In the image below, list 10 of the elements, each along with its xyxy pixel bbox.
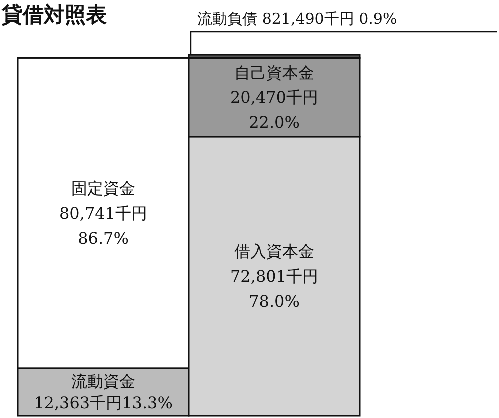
data-label: 80,741千円 86.7% (60, 204, 148, 248)
series-label: 借入資本金 (234, 242, 314, 262)
series-label: 固定資金 (72, 178, 136, 198)
data-label: 12,363千円13.3% (34, 394, 173, 413)
title: 貸借対照表 (2, 2, 107, 27)
series-label: 流動資金 (72, 372, 136, 391)
series-label: 自己資本金 (234, 63, 314, 82)
data-label: 20,470千円 22.0% (230, 88, 318, 132)
data-label: 72,801千円 78.0% (230, 267, 318, 312)
text: 流動負債 821,490千円 0.9% (198, 10, 398, 28)
